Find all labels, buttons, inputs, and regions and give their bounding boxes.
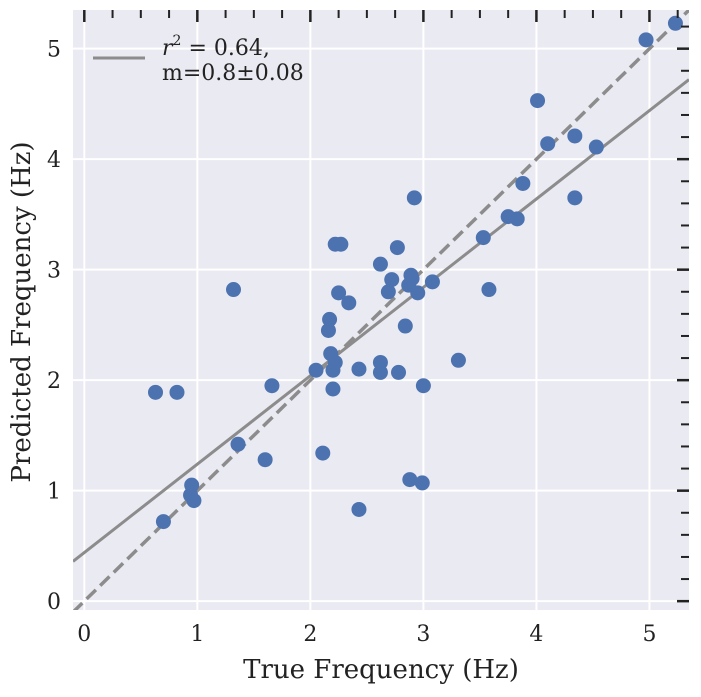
y-tick-label-5: 5 <box>47 38 61 63</box>
data-point-5 <box>186 493 202 509</box>
reference-lines <box>73 10 689 610</box>
x-tick-labels: 0 1 2 3 4 5 <box>77 622 656 647</box>
data-point-53 <box>667 15 683 31</box>
data-point-41 <box>450 352 466 368</box>
x-axis-label: True Frequency (Hz) <box>243 655 519 685</box>
x-tick-label-5: 5 <box>642 622 656 647</box>
y-tick-label-3: 3 <box>47 259 61 284</box>
x-tick-label-1: 1 <box>190 622 204 647</box>
legend-entry-line2: m=0.8±0.08 <box>162 61 304 86</box>
data-point-40 <box>424 274 440 290</box>
data-point-46 <box>515 175 531 191</box>
data-point-11 <box>315 445 331 461</box>
data-point-1 <box>169 384 185 400</box>
data-point-34 <box>404 271 420 287</box>
data-point-50 <box>567 190 583 206</box>
data-point-36 <box>410 285 426 301</box>
data-point-51 <box>588 139 604 155</box>
y-axis-label: Predicted Frequency (Hz) <box>7 141 37 482</box>
data-points <box>148 15 683 530</box>
legend-entry-line1: r2 = 0.64, <box>162 33 270 61</box>
data-point-38 <box>414 475 430 491</box>
data-point-31 <box>397 318 413 334</box>
data-point-24 <box>372 256 388 272</box>
y-tick-labels: 0 1 2 3 4 5 <box>47 38 61 615</box>
data-point-16 <box>325 381 341 397</box>
data-point-49 <box>567 128 583 144</box>
data-point-22 <box>351 361 367 377</box>
data-point-30 <box>391 364 407 380</box>
data-point-28 <box>384 272 400 288</box>
data-point-20 <box>331 285 347 301</box>
data-point-23 <box>351 501 367 517</box>
y-tick-label-4: 4 <box>47 148 61 173</box>
y-tick-label-2: 2 <box>47 369 61 394</box>
data-point-43 <box>481 282 497 298</box>
data-point-7 <box>230 436 246 452</box>
data-point-21 <box>341 295 357 311</box>
data-point-0 <box>148 384 164 400</box>
data-point-37 <box>402 472 418 488</box>
data-point-6 <box>225 282 241 298</box>
data-point-27 <box>380 284 396 300</box>
data-point-8 <box>257 452 273 468</box>
data-point-39 <box>415 378 431 394</box>
data-point-47 <box>530 93 546 109</box>
data-point-12 <box>320 322 336 338</box>
x-tick-label-2: 2 <box>303 622 317 647</box>
tick-marks <box>83 10 689 603</box>
data-point-48 <box>540 136 556 152</box>
data-point-2 <box>155 514 171 530</box>
data-point-13 <box>322 311 338 327</box>
data-point-10 <box>308 362 324 378</box>
y-tick-label-1: 1 <box>47 480 61 505</box>
data-point-9 <box>264 378 280 394</box>
y-tick-label-0: 0 <box>47 590 61 615</box>
data-point-35 <box>406 190 422 206</box>
identity-line <box>73 10 689 610</box>
legend: r2 = 0.64, m=0.8±0.08 <box>93 33 304 86</box>
data-point-45 <box>509 211 525 227</box>
fit-line <box>73 78 689 563</box>
data-point-17 <box>327 354 343 370</box>
data-point-26 <box>372 364 388 380</box>
data-point-4 <box>184 477 200 493</box>
data-point-19 <box>333 236 349 252</box>
data-point-42 <box>475 230 491 246</box>
x-tick-label-3: 3 <box>416 622 430 647</box>
x-tick-label-4: 4 <box>529 622 543 647</box>
x-tick-label-0: 0 <box>77 622 91 647</box>
data-point-29 <box>389 240 405 256</box>
data-point-52 <box>638 32 654 48</box>
